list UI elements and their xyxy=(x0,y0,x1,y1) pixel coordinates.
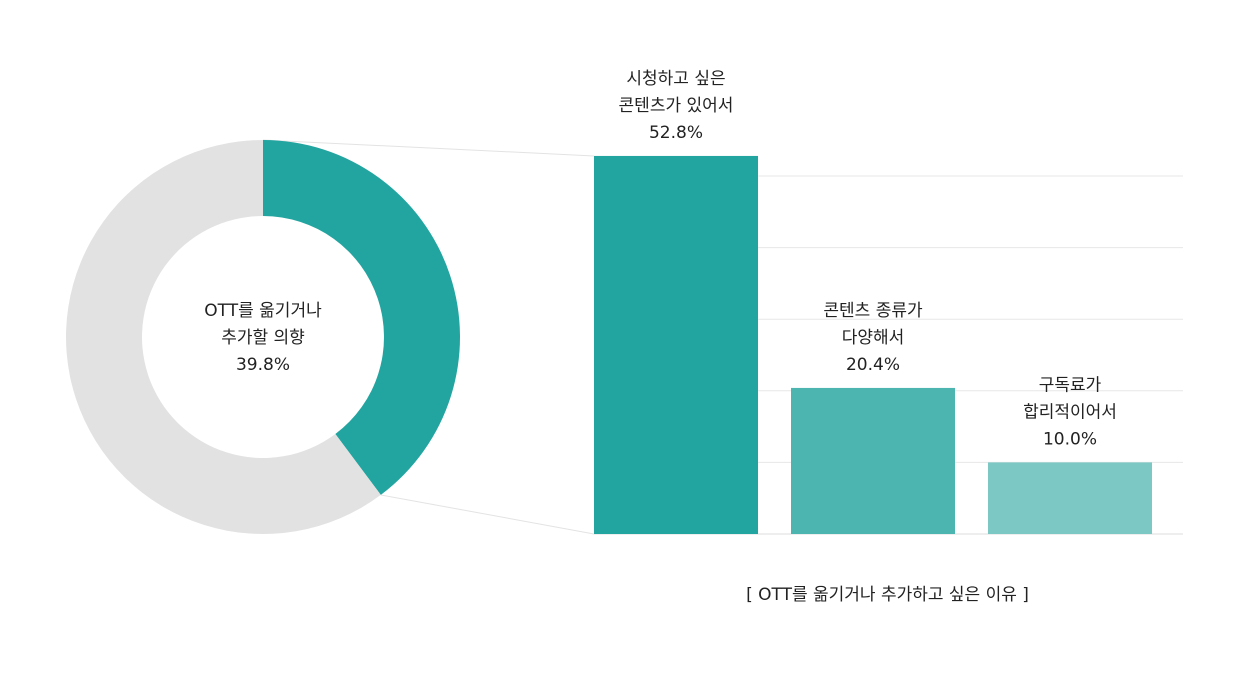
bar-value-label: 10.0% xyxy=(1043,429,1097,449)
caption-text: [ OTT를 옮기거나 추가하고 싶은 이유 ] xyxy=(746,585,1029,605)
connector-line-bottom xyxy=(380,494,595,535)
bar-category-label: 합리적이어서 xyxy=(1023,402,1117,422)
bar-chart-caption: [ OTT를 옮기거나 추가하고 싶은 이유 ] xyxy=(0,580,1250,605)
bar-chart xyxy=(594,155,1152,534)
donut-center-line: 추가할 의향 xyxy=(221,328,305,348)
bar xyxy=(988,462,1152,534)
connector-lines xyxy=(262,139,595,535)
donut-center-line: 39.8% xyxy=(236,355,290,375)
bar-value-label: 20.4% xyxy=(846,355,900,375)
bar-category-label: 콘텐츠가 있어서 xyxy=(619,96,734,116)
donut-chart xyxy=(66,140,461,534)
bar xyxy=(594,155,758,534)
donut-center-line: OTT를 옮기거나 xyxy=(204,301,322,321)
connector-line-top xyxy=(262,139,595,157)
donut-slice-rest xyxy=(66,140,381,534)
bar-category-label: 다양해서 xyxy=(842,328,905,348)
bar-category-label: 콘텐츠 종류가 xyxy=(823,301,923,321)
bar-category-label: 구독료가 xyxy=(1039,375,1102,395)
donut-slice-highlight xyxy=(263,140,461,495)
bar-category-label: 시청하고 싶은 xyxy=(626,69,725,89)
bar-value-label: 52.8% xyxy=(649,123,703,143)
bar xyxy=(791,387,955,534)
